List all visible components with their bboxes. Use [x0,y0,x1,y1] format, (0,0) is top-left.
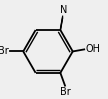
Text: OH: OH [85,44,100,54]
Text: Br: Br [60,87,70,97]
Text: N: N [60,5,67,15]
Text: Br: Br [0,46,9,56]
